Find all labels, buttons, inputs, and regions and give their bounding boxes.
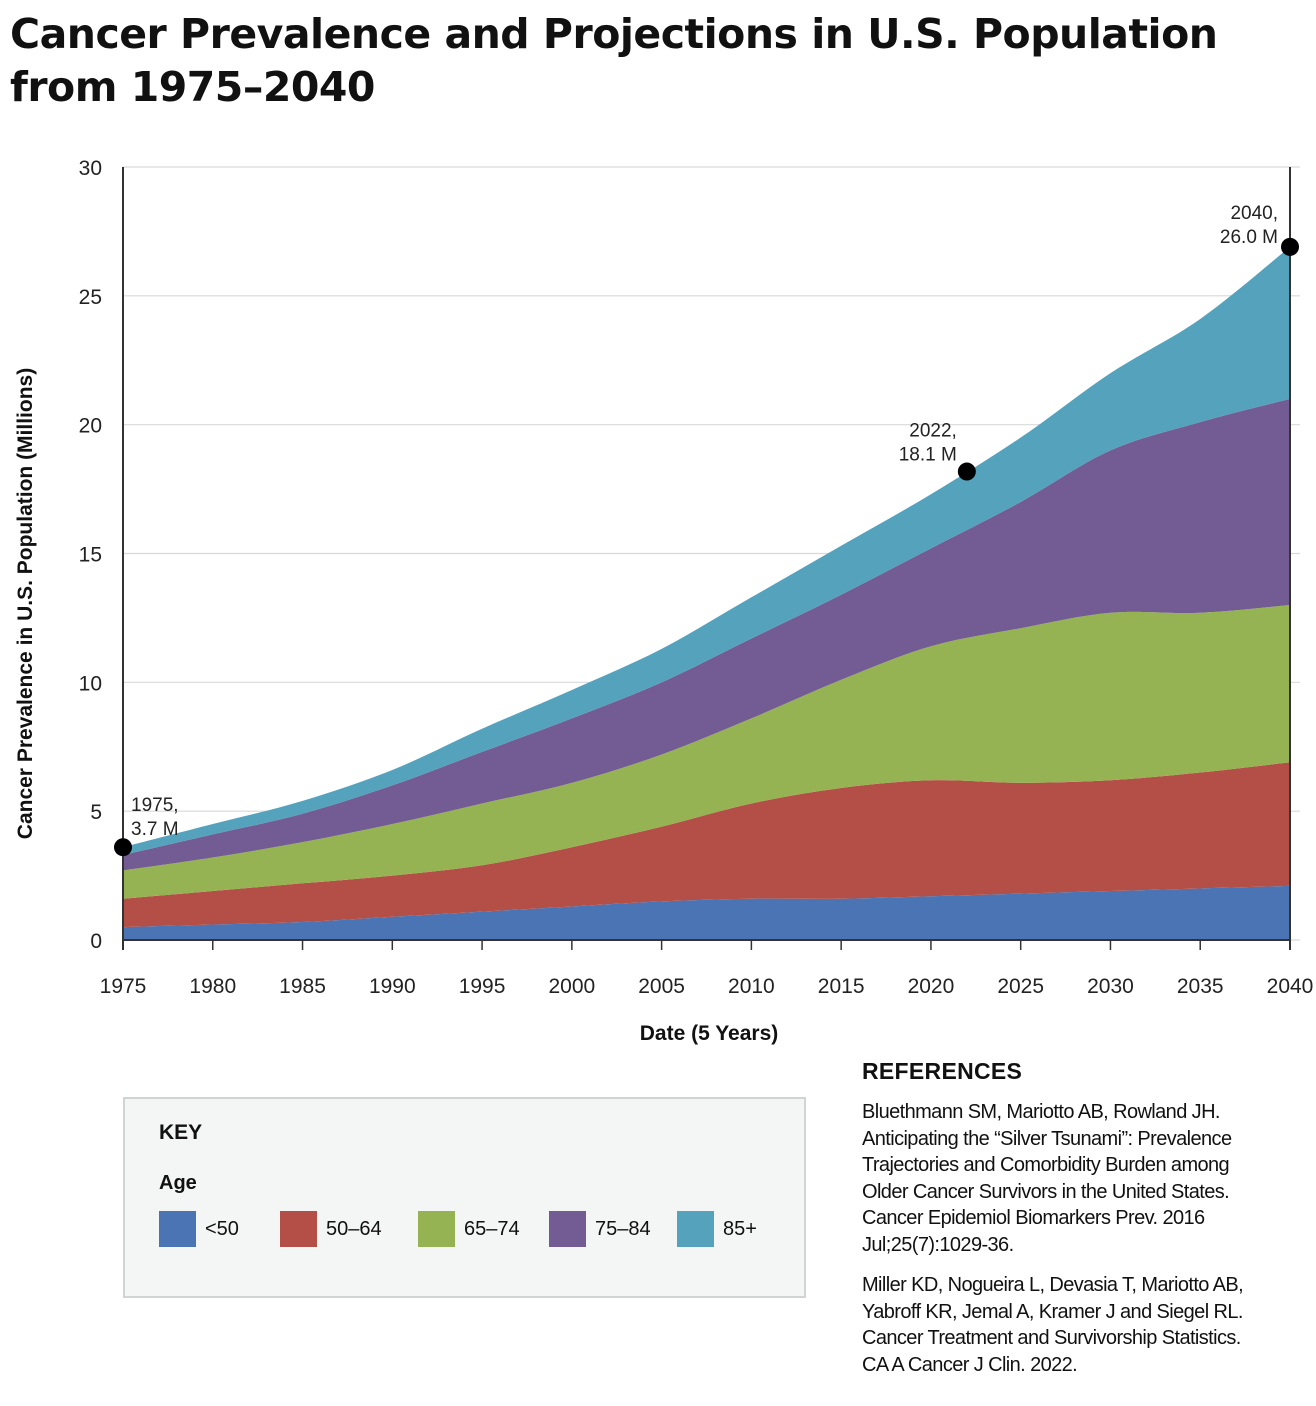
annotation-label: 26.0 M	[1220, 227, 1278, 248]
reference-item: Bluethmann SM, Mariotto AB, Rowland JH. …	[862, 1101, 1232, 1256]
legend-label: <50	[205, 1218, 239, 1240]
x-tick-label: 1980	[189, 975, 236, 998]
x-tick-label: 2020	[908, 975, 955, 998]
annotation-label: 2040,	[1230, 203, 1278, 224]
y-axis-title: Cancer Prevalence in U.S. Population (Mi…	[14, 368, 37, 839]
area-series	[123, 605, 1290, 899]
annotation-point	[1281, 237, 1299, 256]
legend-swatch	[677, 1211, 714, 1247]
legend: <50 50–64 65–74 75–84 85+	[159, 1210, 799, 1250]
references: REFERENCES Bluethmann SM, Mariotto AB, R…	[862, 1058, 1302, 1392]
x-tick-label: 1975	[100, 975, 147, 998]
x-tick-label: 2000	[548, 975, 595, 998]
y-tick-label: 20	[79, 415, 102, 438]
annotation-point	[114, 838, 132, 857]
x-tick-label: 2025	[997, 975, 1044, 998]
y-tick-label: 5	[90, 801, 102, 824]
references-title: REFERENCES	[862, 1058, 1023, 1084]
area-series	[123, 398, 1290, 871]
key-title: KEY	[159, 1121, 203, 1144]
annotation-label: 3.7 M	[131, 819, 179, 840]
legend-swatch	[280, 1211, 317, 1247]
legend-key-box: KEY Age <50 50–64 65–74 75–84 85+	[123, 1097, 806, 1298]
x-axis-title: Date (5 Years)	[640, 1022, 779, 1045]
key-subtitle: Age	[159, 1172, 197, 1194]
y-tick-label: 0	[90, 930, 102, 953]
x-tick-label: 1995	[459, 975, 506, 998]
legend-label: 50–64	[326, 1218, 382, 1240]
annotation-label: 2022,	[909, 421, 957, 442]
x-tick-label: 2005	[638, 975, 685, 998]
legend-label: 75–84	[595, 1218, 651, 1240]
legend-swatch	[159, 1211, 196, 1247]
annotation-label: 18.1 M	[899, 445, 957, 466]
x-tick-label: 1990	[369, 975, 416, 998]
area-series	[123, 885, 1290, 940]
annotation-point	[957, 462, 976, 481]
x-tick-label: 2015	[818, 975, 865, 998]
legend-swatch	[549, 1211, 586, 1247]
x-tick-label: 1985	[279, 975, 326, 998]
legend-label: 85+	[723, 1218, 757, 1240]
area-series	[123, 762, 1290, 928]
legend-label: 65–74	[464, 1218, 520, 1240]
x-tick-label: 2040	[1267, 975, 1314, 998]
annotation-label: 1975,	[131, 795, 179, 816]
y-tick-label: 15	[79, 544, 102, 567]
reference-item: Miller KD, Nogueira L, Devasia T, Mariot…	[862, 1274, 1244, 1376]
y-tick-label: 10	[79, 672, 102, 695]
chart-title: Cancer Prevalence and Projections in U.S…	[10, 8, 1290, 114]
y-tick-label: 25	[79, 286, 102, 309]
x-tick-label: 2035	[1177, 975, 1224, 998]
y-tick-label: 30	[79, 157, 102, 180]
x-tick-label: 2010	[728, 975, 775, 998]
chart-title-line-1: Cancer Prevalence and Projections in U.S…	[10, 10, 1218, 58]
chart-title-line-2: from 1975–2040	[10, 63, 375, 111]
legend-swatch	[418, 1211, 455, 1247]
x-tick-label: 2030	[1087, 975, 1134, 998]
